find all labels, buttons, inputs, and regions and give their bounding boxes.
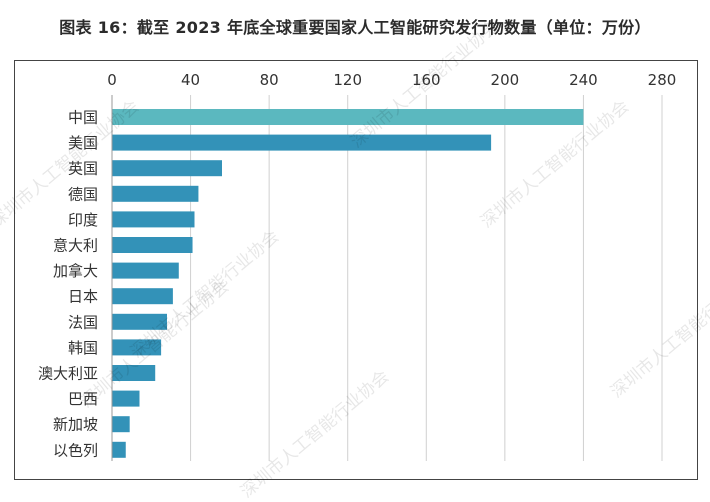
chart-frame: 0 40 80 120 160 200 240 280 中国美国英国德国印度意大利加拿大日本法国… [14, 60, 698, 480]
x-tick-label: 240 [569, 71, 598, 89]
category-label: 法国 [68, 313, 98, 331]
category-label: 意大利 [53, 237, 98, 255]
bar [112, 262, 179, 279]
bar-chart: 0 40 80 120 160 200 240 280 中国美国英国德国印度意大利加拿大日本法国… [38, 71, 677, 461]
x-tick-label: 200 [491, 71, 520, 89]
category-label: 英国 [68, 160, 98, 178]
bar [112, 185, 199, 202]
category-label: 加拿大 [53, 262, 98, 280]
category-label: 美国 [68, 134, 98, 152]
category-label: 印度 [68, 211, 98, 229]
x-tick-label: 0 [107, 71, 117, 89]
bar [112, 313, 167, 330]
chart-title: 图表 16：截至 2023 年底全球重要国家人工智能研究发行物数量（单位：万份） [59, 18, 651, 37]
category-label: 以色列 [53, 441, 98, 459]
bar [112, 109, 584, 125]
x-tick-label: 160 [412, 71, 441, 89]
category-label: 新加坡 [53, 416, 98, 434]
category-label: 中国 [68, 109, 98, 127]
bar [112, 288, 173, 305]
bar [112, 237, 193, 253]
bar [112, 134, 492, 151]
bar [112, 365, 156, 381]
category-label: 澳大利亚 [38, 365, 98, 383]
bar [112, 441, 126, 458]
x-tick-label: 280 [648, 71, 677, 89]
category-label: 韩国 [68, 339, 98, 357]
bar [112, 416, 130, 433]
category-label: 日本 [68, 288, 98, 306]
x-tick-label: 120 [333, 71, 362, 89]
x-tick-label: 80 [260, 71, 279, 89]
bar [112, 339, 162, 356]
category-label: 巴西 [68, 390, 98, 408]
category-label: 德国 [68, 185, 98, 203]
x-tick-label: 40 [181, 71, 200, 89]
bar [112, 160, 222, 177]
bar [112, 211, 195, 228]
bar [112, 390, 140, 407]
